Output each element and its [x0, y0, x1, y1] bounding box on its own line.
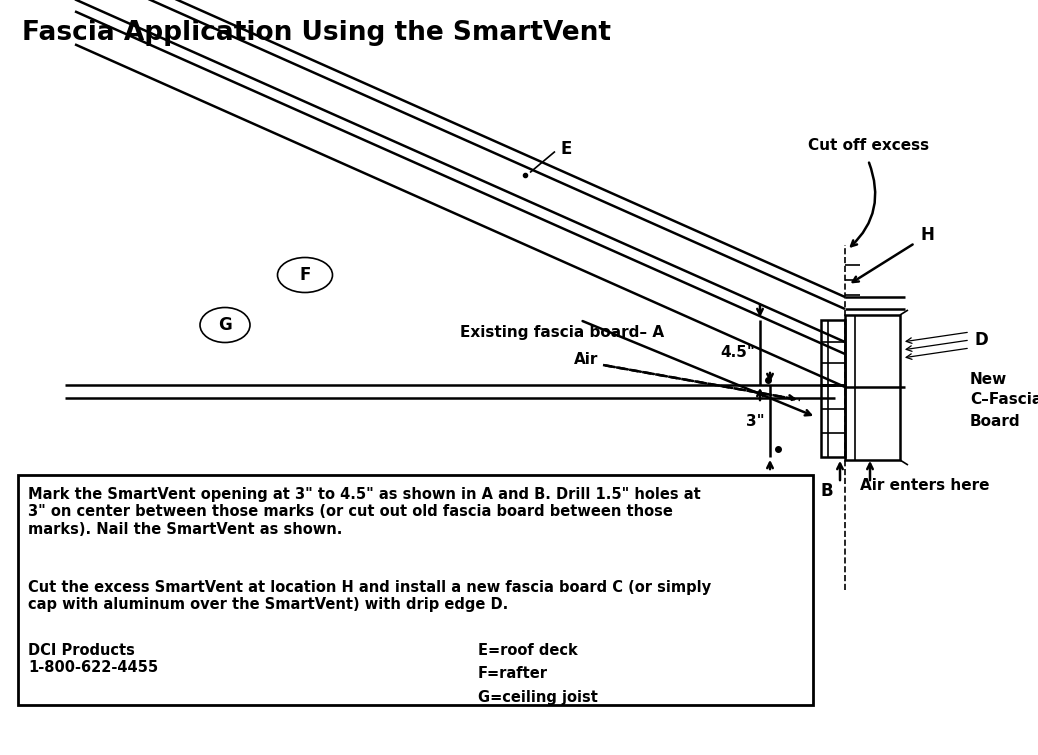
- Text: Mark the SmartVent opening at 3" to 4.5" as shown in A and B. Drill 1.5" holes a: Mark the SmartVent opening at 3" to 4.5"…: [28, 487, 701, 537]
- Text: G: G: [218, 316, 231, 334]
- Bar: [18, 475, 813, 705]
- Text: New
C–Fascia
Board: New C–Fascia Board: [969, 371, 1038, 429]
- Bar: [845, 315, 900, 460]
- Text: Existing fascia board– A: Existing fascia board– A: [460, 325, 664, 340]
- Text: 4.5": 4.5": [720, 345, 755, 360]
- Text: D: D: [975, 331, 989, 349]
- Bar: [821, 320, 845, 385]
- Text: Fascia Application Using the SmartVent: Fascia Application Using the SmartVent: [22, 20, 611, 46]
- Text: Cut off excess: Cut off excess: [808, 137, 929, 153]
- Text: E=roof deck
F=rafter
G=ceiling joist: E=roof deck F=rafter G=ceiling joist: [479, 643, 598, 705]
- Text: 3": 3": [746, 414, 765, 429]
- Text: Air: Air: [574, 353, 598, 368]
- Text: B: B: [820, 482, 832, 500]
- Text: DCI Products
1-800-622-4455: DCI Products 1-800-622-4455: [28, 643, 158, 676]
- Text: H: H: [920, 226, 934, 244]
- Text: F: F: [299, 266, 310, 284]
- Text: Cut the excess SmartVent at location H and install a new fascia board C (or simp: Cut the excess SmartVent at location H a…: [28, 580, 711, 612]
- Text: Air enters here: Air enters here: [861, 478, 989, 493]
- Text: E: E: [559, 140, 571, 159]
- Bar: [821, 385, 845, 457]
